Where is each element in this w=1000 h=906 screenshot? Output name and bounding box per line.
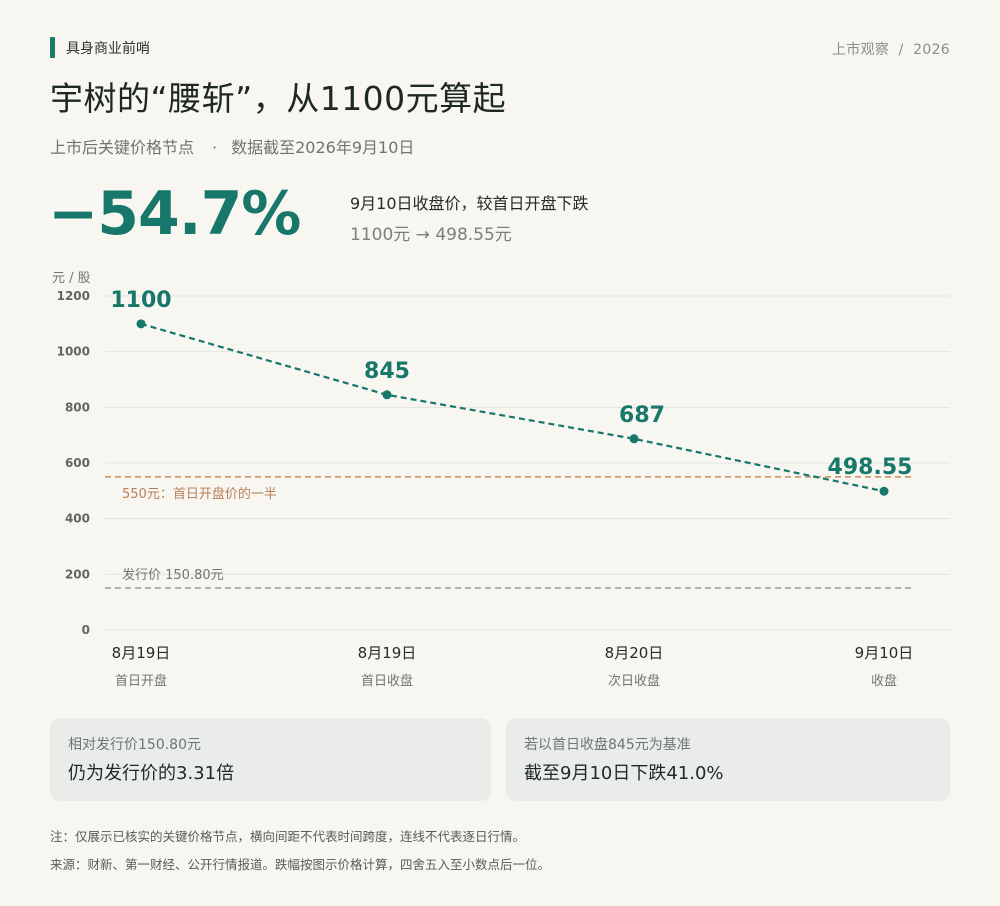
page-title: 宇树的“腰斩”，从1100元算起 bbox=[50, 79, 507, 118]
headline-change: −54.7% bbox=[48, 179, 301, 249]
brand-name: 具身商业前哨 bbox=[66, 40, 150, 57]
x-tick-sublabel: 首日开盘 bbox=[115, 673, 167, 689]
y-tick-label: 1000 bbox=[57, 345, 90, 359]
x-tick-sublabel: 收盘 bbox=[871, 673, 897, 689]
footnote: 注：仅展示已核实的关键价格节点，横向间距不代表时间跨度，连线不代表逐日行情。 bbox=[50, 829, 526, 844]
subtitle-separator: · bbox=[212, 138, 218, 157]
price-line-chart: 元 / 股 0 200 400 600 800 1000 1200 550元：首日开盘价的一半发… bbox=[52, 271, 950, 689]
section-tag: 上市观察 / 2026 bbox=[831, 42, 950, 58]
data-point bbox=[382, 390, 392, 400]
data-label: 1100 bbox=[110, 288, 171, 313]
y-tick-label: 400 bbox=[65, 512, 90, 526]
y-axis-unit-label: 元 / 股 bbox=[52, 271, 91, 286]
page-subtitle: 上市后关键价格节点 · 数据截至2026年9月10日 bbox=[50, 134, 414, 158]
headline-price-range: 1100元 → 498.55元 bbox=[350, 225, 512, 245]
x-tick-sublabel: 次日收盘 bbox=[608, 673, 660, 689]
data-label: 845 bbox=[364, 359, 410, 384]
data-point bbox=[879, 486, 889, 496]
data-label: 498.55 bbox=[828, 455, 913, 480]
x-tick-sublabel: 首日收盘 bbox=[361, 673, 413, 689]
card-value: 仍为发行价的3.31倍 bbox=[68, 763, 235, 784]
reference-line-label: 550元：首日开盘价的一半 bbox=[122, 486, 277, 502]
subtitle-left: 上市后关键价格节点 bbox=[50, 138, 195, 157]
brand-accent-bar bbox=[50, 37, 55, 58]
x-tick-label: 9月10日 bbox=[855, 644, 914, 662]
y-tick-label: 600 bbox=[65, 456, 90, 470]
info-card-issue-price: 相对发行价150.80元 仍为发行价的3.31倍 bbox=[50, 718, 491, 801]
data-label: 687 bbox=[619, 403, 665, 428]
y-tick-label: 800 bbox=[65, 400, 90, 414]
reference-line-label: 发行价 150.80元 bbox=[122, 567, 224, 583]
x-tick-label: 8月19日 bbox=[112, 644, 171, 662]
card-label: 若以首日收盘845元为基准 bbox=[524, 737, 691, 753]
x-tick-label: 8月20日 bbox=[605, 644, 664, 662]
x-tick-label: 8月19日 bbox=[358, 644, 417, 662]
card-label: 相对发行价150.80元 bbox=[68, 737, 201, 753]
card-value: 截至9月10日下跌41.0% bbox=[524, 763, 724, 784]
brand: 具身商业前哨 bbox=[50, 37, 150, 58]
data-point bbox=[629, 434, 639, 444]
y-tick-label: 0 bbox=[82, 623, 90, 637]
subtitle-right: 数据截至2026年9月10日 bbox=[231, 138, 415, 157]
y-tick-label: 1200 bbox=[57, 289, 90, 303]
info-card-first-close: 若以首日收盘845元为基准 截至9月10日下跌41.0% bbox=[506, 718, 950, 801]
source-note: 来源：财新、第一财经、公开行情报道。跌幅按图示价格计算，四舍五入至小数点后一位。 bbox=[50, 857, 551, 872]
y-tick-label: 200 bbox=[65, 567, 90, 581]
headline-description: 9月10日收盘价，较首日开盘下跌 bbox=[350, 194, 589, 213]
price-series-line bbox=[140, 322, 885, 493]
data-point bbox=[136, 319, 146, 329]
